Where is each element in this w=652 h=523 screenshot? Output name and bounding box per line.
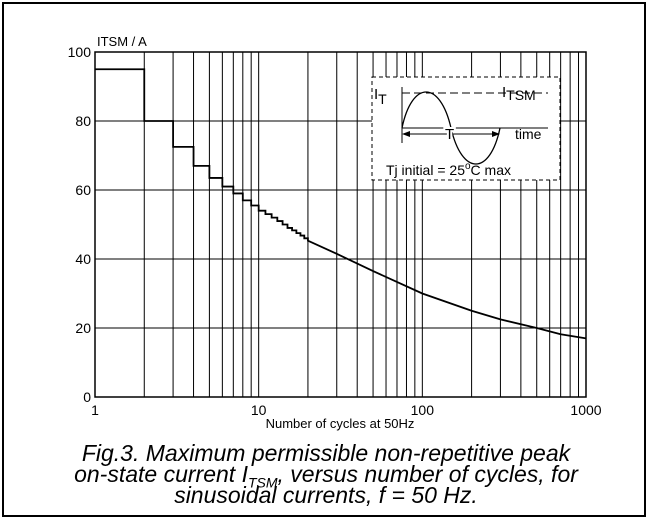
y-axis-ticks: 0 20 40 60 80 100 — [68, 44, 92, 405]
figure-caption: Fig.3. Maximum permissible non-repetitiv… — [4, 440, 648, 508]
it-label: IT — [374, 86, 387, 107]
y-tick-label: 100 — [68, 44, 92, 60]
y-tick-label: 40 — [75, 251, 91, 267]
plot-area — [94, 51, 587, 398]
x-axis-label: Number of cycles at 50Hz — [266, 416, 415, 431]
x-tick-label: 1000 — [570, 402, 601, 418]
y-tick-label: 80 — [75, 113, 91, 129]
inset-note: Tj initial = 25oC max — [386, 161, 511, 178]
time-label: time — [515, 126, 542, 142]
arrow-right-icon — [492, 131, 500, 137]
y-axis-label: ITSM / A — [97, 34, 147, 49]
sine-wave — [401, 91, 501, 165]
inset-box: IT ITSM T time Tj initial = 25oC max — [371, 76, 561, 181]
x-tick-label: 10 — [251, 402, 267, 418]
itsm-chart: 0 20 40 60 80 100 1 10 100 1000 ITSM / A Number … — [68, 34, 602, 431]
x-tick-label: 100 — [411, 402, 435, 418]
period-label: T — [445, 126, 454, 143]
caption-line-2: on-state current ITSM, versus number of … — [74, 461, 578, 491]
arrow-left-icon — [402, 131, 410, 137]
caption-line-3: sinusoidal currents, f = 50 Hz. — [174, 482, 478, 508]
figure-frame — [2, 2, 646, 517]
y-tick-label: 0 — [83, 389, 91, 405]
y-tick-label: 20 — [75, 320, 91, 336]
series-line — [95, 68, 587, 340]
caption-line-1: Fig.3. Maximum permissible non-repetitiv… — [81, 440, 571, 466]
x-axis-ticks: 1 10 100 1000 — [91, 402, 602, 418]
x-tick-label: 1 — [91, 402, 99, 418]
y-tick-label: 60 — [75, 182, 91, 198]
itsm-label: ITSM — [502, 84, 536, 103]
